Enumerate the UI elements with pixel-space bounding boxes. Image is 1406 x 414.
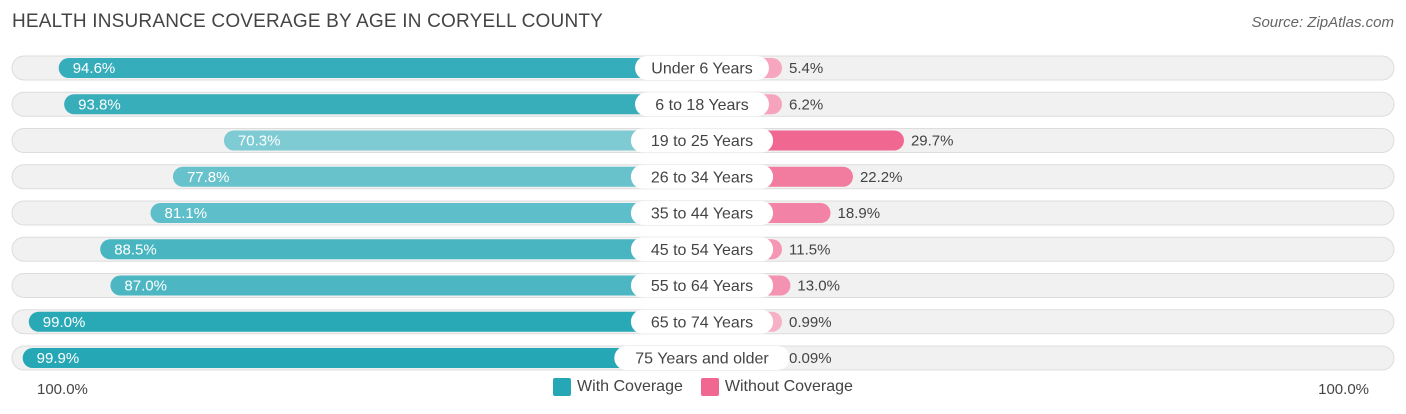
legend-label-without-coverage: Without Coverage [724, 378, 853, 395]
bar-with-coverage [172, 166, 702, 187]
category-label: 55 to 64 Years [651, 278, 753, 295]
value-label-without-coverage: 6.2% [789, 96, 823, 113]
bar-with-coverage [28, 311, 703, 332]
value-label-without-coverage: 5.4% [789, 60, 823, 77]
bar-with-coverage [58, 58, 703, 78]
value-label-with-coverage: 99.9% [37, 350, 80, 367]
value-label-with-coverage: 99.0% [43, 314, 86, 331]
chart-legend: With Coverage Without Coverage [0, 378, 1406, 396]
value-label-without-coverage: 18.9% [838, 205, 881, 222]
value-label-without-coverage: 11.5% [789, 241, 830, 258]
category-pill [630, 309, 774, 334]
value-label-without-coverage: 29.7% [911, 133, 954, 150]
value-label-without-coverage: 0.99% [789, 314, 832, 331]
value-label-with-coverage: 93.8% [78, 96, 121, 113]
axis-right-label: 100.0% [1318, 381, 1369, 398]
value-label-without-coverage: 13.0% [797, 278, 840, 295]
value-label-with-coverage: 81.1% [165, 205, 208, 222]
bar-with-coverage [223, 130, 702, 151]
category-pill [630, 201, 774, 225]
category-pill [635, 92, 769, 117]
bar-with-coverage [22, 348, 703, 368]
axis-left-label: 100.0% [37, 381, 88, 398]
value-label-without-coverage: 0.09% [789, 350, 832, 367]
category-label: Under 6 Years [651, 61, 752, 78]
bar-with-coverage [100, 239, 702, 260]
category-pill [630, 128, 774, 153]
category-label: 75 Years and older [635, 351, 769, 368]
legend-swatch-without-coverage [700, 378, 719, 396]
value-label-without-coverage: 22.2% [860, 169, 903, 186]
category-label: 45 to 54 Years [651, 242, 753, 259]
chart-source: Source: ZipAtlas.com [1251, 14, 1394, 31]
category-label: 65 to 74 Years [651, 314, 753, 331]
value-label-with-coverage: 94.6% [73, 60, 116, 77]
category-label: 35 to 44 Years [651, 206, 753, 223]
category-pill [630, 164, 774, 189]
value-label-with-coverage: 88.5% [114, 241, 157, 258]
legend-item-without-coverage: Without Coverage [700, 378, 853, 396]
legend-item-with-coverage: With Coverage [553, 378, 683, 396]
legend-label-with-coverage: With Coverage [577, 378, 683, 395]
category-pill [630, 273, 774, 298]
value-label-with-coverage: 77.8% [187, 169, 230, 186]
bar-with-coverage [110, 275, 702, 296]
category-label: 26 to 34 Years [651, 169, 753, 186]
chart-title: HEALTH INSURANCE COVERAGE BY AGE IN CORY… [12, 11, 604, 32]
category-pill [630, 237, 774, 262]
category-pill [614, 346, 790, 370]
value-label-with-coverage: 70.3% [238, 133, 281, 150]
legend-swatch-with-coverage [553, 378, 572, 396]
bar-with-coverage [150, 203, 702, 223]
bar-with-coverage [64, 94, 702, 115]
category-label: 19 to 25 Years [651, 133, 753, 150]
category-pill [635, 56, 769, 80]
value-label-with-coverage: 87.0% [124, 278, 167, 295]
category-label: 6 to 18 Years [655, 97, 748, 114]
